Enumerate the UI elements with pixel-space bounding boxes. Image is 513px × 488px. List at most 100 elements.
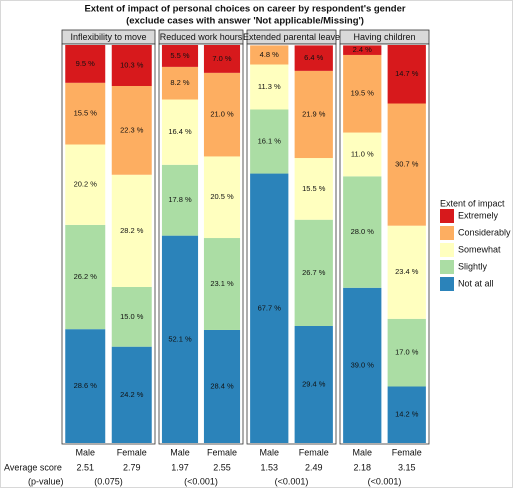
bar-segment: [161, 66, 199, 100]
row-label: (p-value): [28, 476, 64, 486]
value-label: 28.2 %: [120, 226, 144, 235]
bar-segment: [111, 45, 152, 86]
x-tick-label: Female: [117, 447, 147, 457]
value-label: 14.7 %: [395, 69, 419, 78]
legend-label: Not at all: [458, 278, 494, 288]
bar-segment: [161, 99, 199, 165]
value-label: 52.1 %: [168, 334, 192, 343]
chart-title: Extent of impact of personal choices on …: [84, 4, 405, 15]
value-label: 22.3 %: [120, 125, 144, 134]
value-label: 5.5 %: [170, 51, 190, 60]
value-label: 39.0 %: [351, 360, 375, 369]
value-label: 28.6 %: [74, 381, 98, 390]
bar-segment: [343, 45, 382, 55]
value-label: 11.0 %: [351, 149, 374, 158]
chart-subtitle: (exclude cases with answer 'Not applicab…: [126, 16, 364, 27]
bar-segment: [250, 45, 289, 65]
x-tick-label: Female: [299, 447, 329, 457]
bar-segment: [387, 45, 426, 104]
bar-segment: [343, 176, 382, 288]
bar-segment: [111, 174, 152, 287]
x-tick-label: Male: [259, 447, 279, 457]
average-score: 2.18: [353, 462, 371, 472]
value-label: 16.4 %: [168, 127, 192, 136]
value-label: 21.9 %: [302, 109, 326, 118]
bar-segment: [161, 164, 199, 236]
x-tick-label: Male: [352, 447, 372, 457]
average-score: 1.53: [260, 462, 278, 472]
legend-label: Somewhat: [458, 244, 501, 254]
bar-segment: [294, 70, 333, 159]
bar-segment: [65, 224, 106, 330]
bar-segment: [203, 329, 241, 443]
value-label: 2.4 %: [353, 45, 373, 54]
bar-segment: [294, 45, 333, 71]
value-label: 21.0 %: [210, 110, 234, 119]
legend-swatch: [440, 209, 454, 223]
average-score: 2.51: [76, 462, 94, 472]
x-tick-label: Male: [170, 447, 190, 457]
value-label: 20.2 %: [74, 180, 98, 189]
p-value: (0.075): [94, 476, 123, 486]
bar-segment: [343, 54, 382, 133]
value-label: 17.0 %: [395, 348, 419, 357]
bar-segment: [111, 85, 152, 175]
bar-segment: [161, 45, 199, 67]
bar-segment: [65, 45, 106, 83]
value-label: 26.2 %: [74, 272, 98, 281]
bar-segment: [111, 346, 152, 443]
value-label: 10.3 %: [120, 60, 144, 69]
legend-label: Slightly: [458, 261, 488, 271]
legend-title: Extent of impact: [440, 198, 505, 208]
value-label: 28.4 %: [210, 381, 234, 390]
bar-segment: [250, 173, 289, 443]
bar-segment: [387, 318, 426, 387]
value-label: 16.1 %: [258, 136, 282, 145]
bar-segment: [250, 64, 289, 110]
x-tick-label: Male: [75, 447, 95, 457]
bar-segment: [65, 144, 106, 225]
legend-swatch: [440, 277, 454, 291]
value-label: 9.5 %: [76, 59, 96, 68]
p-value: (<0.001): [184, 476, 218, 486]
bar-segment: [111, 286, 152, 347]
bar-segment: [294, 219, 333, 326]
p-value: (<0.001): [275, 476, 309, 486]
value-label: 30.7 %: [395, 160, 419, 169]
value-label: 67.7 %: [258, 303, 282, 312]
facet-title: Reduced work hours: [160, 32, 243, 42]
bar-segment: [294, 158, 333, 220]
value-label: 20.5 %: [210, 192, 234, 201]
bar-segment: [343, 132, 382, 177]
facet-title: Having children: [353, 32, 415, 42]
average-score: 1.97: [171, 462, 189, 472]
value-label: 24.2 %: [120, 390, 144, 399]
value-label: 15.5 %: [302, 184, 326, 193]
value-label: 29.4 %: [302, 379, 326, 388]
legend-swatch: [440, 260, 454, 274]
x-tick-label: Female: [207, 447, 237, 457]
value-label: 17.8 %: [168, 195, 192, 204]
bar-segment: [203, 238, 241, 330]
facet-title: Extended parental leave: [243, 32, 340, 42]
value-label: 8.2 %: [170, 78, 190, 87]
p-value: (<0.001): [368, 476, 402, 486]
bar-segment: [65, 329, 106, 443]
value-label: 7.0 %: [212, 54, 232, 63]
legend-swatch: [440, 226, 454, 240]
average-score: 2.49: [305, 462, 323, 472]
legend-swatch: [440, 243, 454, 257]
row-label: Average score: [4, 462, 62, 472]
average-score: 2.79: [123, 462, 141, 472]
x-tick-label: Female: [392, 447, 422, 457]
average-score: 3.15: [398, 462, 416, 472]
bar-segment: [203, 72, 241, 157]
bar-segment: [65, 82, 106, 145]
legend-label: Considerably: [458, 227, 511, 237]
bar-segment: [387, 103, 426, 226]
value-label: 23.1 %: [210, 279, 234, 288]
value-label: 19.5 %: [351, 89, 375, 98]
bar-segment: [250, 109, 289, 174]
bar-segment: [387, 225, 426, 319]
value-label: 6.4 %: [304, 53, 324, 62]
